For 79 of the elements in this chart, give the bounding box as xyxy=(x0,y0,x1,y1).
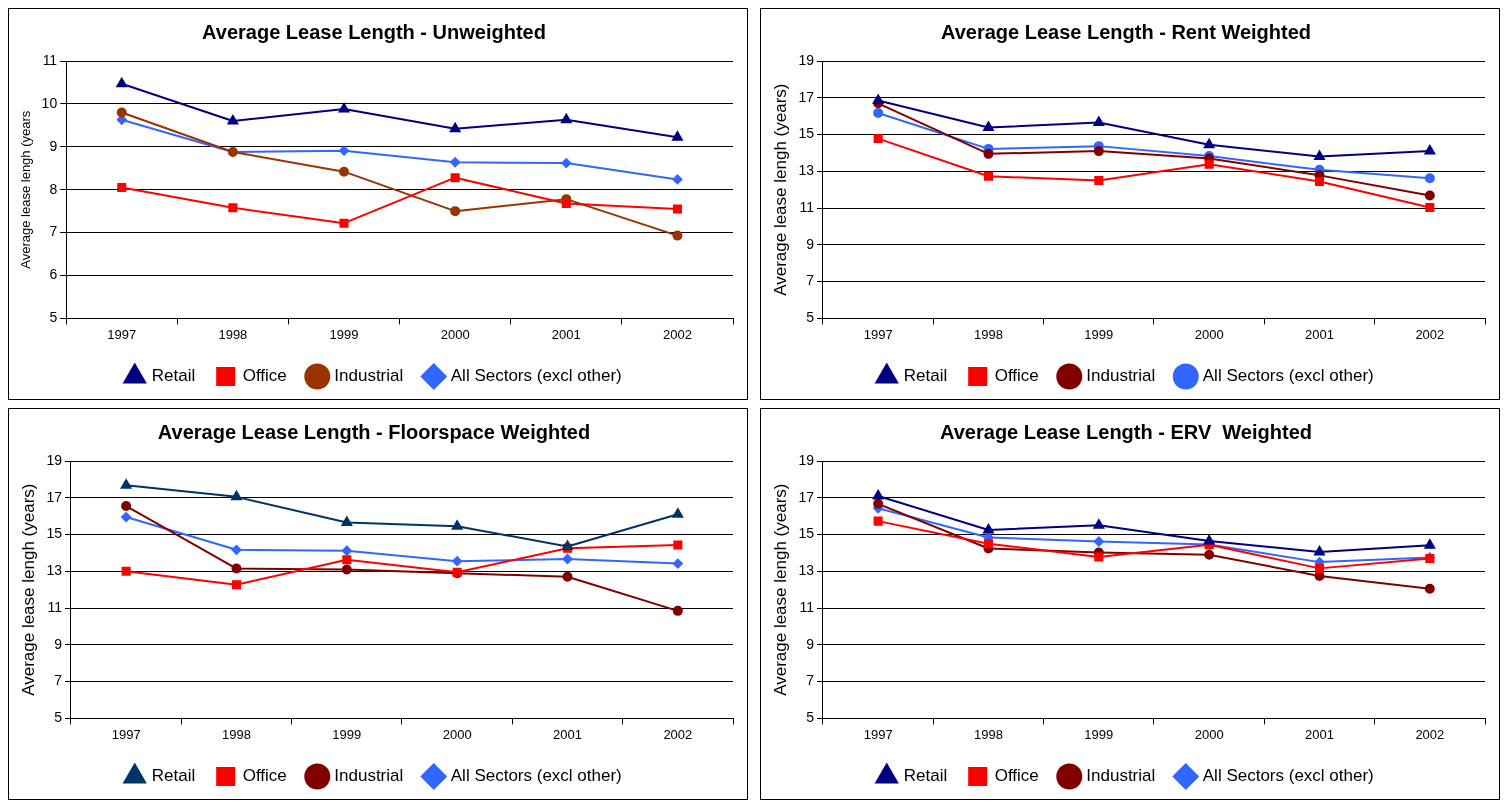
x-tick-label: 2000 xyxy=(442,726,472,742)
x-tick-label: 1997 xyxy=(863,726,893,742)
y-axis-title: Average lease lengh (years) xyxy=(770,83,790,296)
legend-label: All Sectors (excl other) xyxy=(1202,366,1374,386)
legend-label: Office xyxy=(994,766,1039,786)
x-tick-label: 2000 xyxy=(1194,726,1224,742)
y-tick-label: 6 xyxy=(49,266,58,283)
x-tick-label: 2000 xyxy=(1194,326,1224,342)
y-tick-label: 7 xyxy=(54,672,63,689)
legend-label: Retail xyxy=(151,766,196,786)
y-tick-label: 13 xyxy=(798,562,815,579)
y-tick-label: 9 xyxy=(806,635,815,652)
x-tick-label: 1999 xyxy=(329,326,359,342)
y-tick-label: 19 xyxy=(46,451,63,468)
x-tick-label: 1997 xyxy=(111,726,141,742)
legend-label: Industrial xyxy=(1086,366,1156,386)
y-tick-label: 5 xyxy=(806,709,815,726)
y-tick-label: 15 xyxy=(798,525,815,542)
y-tick-label: 13 xyxy=(798,162,815,179)
chart-title: Average Lease Length - Floorspace Weighted xyxy=(157,420,591,443)
x-tick-label: 2001 xyxy=(1305,726,1334,742)
y-tick-label: 17 xyxy=(46,488,63,505)
legend-label: Retail xyxy=(151,366,196,386)
y-tick-label: 7 xyxy=(806,272,815,289)
legend-label: Office xyxy=(242,366,287,386)
legend-label: Industrial xyxy=(334,766,404,786)
x-tick-label: 2002 xyxy=(1415,326,1445,342)
legend-label: Office xyxy=(994,366,1039,386)
x-tick-label: 1998 xyxy=(974,326,1003,342)
y-tick-label: 11 xyxy=(42,51,58,68)
y-tick-label: 17 xyxy=(798,88,815,105)
y-tick-label: 13 xyxy=(46,562,63,579)
y-tick-label: 5 xyxy=(806,309,815,326)
y-axis-title: Average lease lengh (years) xyxy=(18,483,38,696)
legend-label: Office xyxy=(242,766,287,786)
x-tick-label: 1999 xyxy=(332,726,362,742)
y-tick-label: 19 xyxy=(798,51,815,68)
y-tick-label: 11 xyxy=(799,198,815,215)
y-tick-label: 11 xyxy=(47,598,63,615)
y-tick-label: 7 xyxy=(49,223,58,240)
x-tick-label: 2002 xyxy=(1415,726,1445,742)
x-tick-label: 2002 xyxy=(662,326,692,342)
legend-label: Industrial xyxy=(1086,766,1156,786)
y-tick-label: 15 xyxy=(798,125,815,142)
legend-label: Retail xyxy=(903,366,948,386)
x-tick-label: 2000 xyxy=(440,326,470,342)
chart-title: Average Lease Length - ERV Weighted xyxy=(940,420,1312,443)
y-axis-title: Average lease lengh (years xyxy=(18,110,34,269)
y-tick-label: 8 xyxy=(49,180,58,197)
y-tick-label: 19 xyxy=(798,451,815,468)
x-tick-label: 2002 xyxy=(663,726,693,742)
y-tick-label: 17 xyxy=(798,488,815,505)
y-axis-title: Average lease lengh (years) xyxy=(770,483,790,696)
y-tick-label: 9 xyxy=(54,635,63,652)
legend-label: All Sectors (excl other) xyxy=(450,766,622,786)
x-tick-label: 1997 xyxy=(107,326,137,342)
x-tick-label: 1997 xyxy=(863,326,893,342)
y-tick-label: 15 xyxy=(46,525,63,542)
y-tick-label: 9 xyxy=(49,137,58,154)
x-tick-label: 2001 xyxy=(553,726,582,742)
x-tick-label: 1998 xyxy=(218,326,248,342)
y-tick-label: 7 xyxy=(806,672,815,689)
x-tick-label: 2001 xyxy=(1305,326,1334,342)
y-tick-label: 11 xyxy=(799,598,815,615)
y-tick-label: 5 xyxy=(54,709,63,726)
legend-label: All Sectors (excl other) xyxy=(450,366,622,386)
x-tick-label: 1998 xyxy=(974,726,1003,742)
legend-label: Retail xyxy=(903,766,948,786)
x-tick-label: 1998 xyxy=(222,726,251,742)
chart-title: Average Lease Length - Rent Weighted xyxy=(940,20,1312,43)
x-tick-label: 1999 xyxy=(1084,726,1114,742)
legend-label: All Sectors (excl other) xyxy=(1202,766,1374,786)
chart-title: Average Lease Length - Unweighted xyxy=(202,20,546,43)
legend-label: Industrial xyxy=(334,366,404,386)
y-tick-label: 10 xyxy=(41,94,58,111)
y-tick-label: 9 xyxy=(806,235,815,252)
y-tick-label: 5 xyxy=(49,309,58,326)
x-tick-label: 1999 xyxy=(1084,326,1114,342)
x-tick-label: 2001 xyxy=(551,326,581,342)
